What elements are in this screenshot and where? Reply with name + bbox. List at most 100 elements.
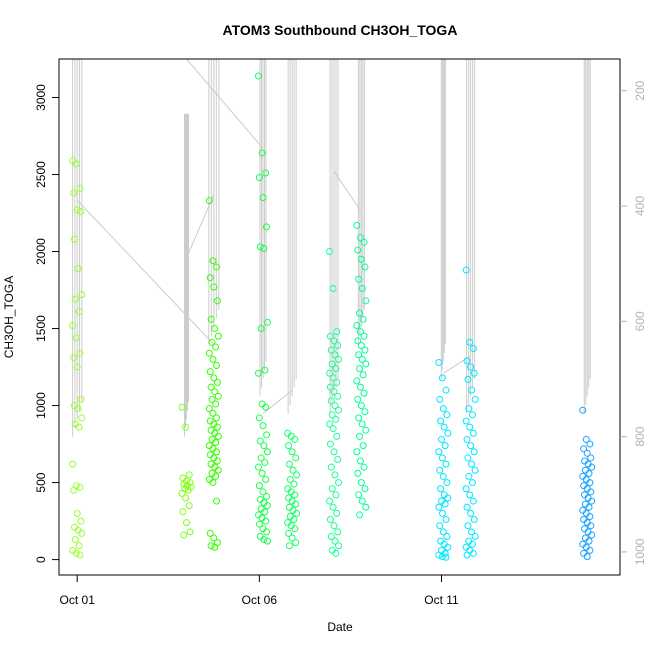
- data-point: [588, 531, 596, 539]
- data-point: [468, 528, 476, 536]
- pressure-transit-line: [186, 194, 215, 259]
- data-point: [255, 72, 262, 80]
- data-point: [354, 337, 362, 345]
- data-point: [356, 365, 364, 373]
- data-point: [71, 235, 79, 243]
- data-point: [261, 366, 269, 374]
- data-point: [358, 285, 366, 293]
- data-point: [360, 332, 368, 340]
- data-point: [362, 426, 370, 434]
- data-point: [436, 395, 444, 403]
- data-point: [331, 537, 339, 545]
- data-point: [442, 553, 450, 561]
- data-point: [70, 189, 78, 197]
- data-point: [256, 437, 264, 445]
- data-point: [288, 534, 296, 542]
- data-point: [329, 425, 337, 433]
- data-point: [437, 485, 445, 493]
- data-point: [73, 206, 81, 214]
- data-point: [178, 403, 186, 411]
- data-point: [464, 454, 472, 462]
- data-point: [263, 431, 271, 439]
- data-point: [69, 460, 77, 468]
- data-point: [78, 529, 86, 537]
- data-point: [211, 388, 219, 396]
- data-point: [469, 497, 477, 505]
- data-point: [583, 449, 591, 457]
- data-point: [469, 429, 477, 437]
- data-point: [579, 406, 587, 414]
- x-axis-label: Date: [327, 620, 353, 634]
- data-point: [356, 309, 364, 317]
- data-point: [261, 459, 269, 467]
- data-point: [360, 389, 368, 397]
- data-point: [329, 374, 337, 382]
- data-point: [292, 454, 300, 462]
- data-point: [359, 371, 367, 379]
- data-point: [259, 488, 267, 496]
- data-point: [256, 243, 264, 251]
- data-point: [255, 482, 263, 490]
- data-point: [185, 471, 193, 479]
- data-point: [463, 357, 471, 365]
- data-point: [213, 457, 221, 465]
- data-point: [186, 528, 194, 536]
- data-point: [293, 471, 301, 479]
- data-point: [355, 275, 363, 283]
- data-point: [441, 500, 449, 508]
- y-right-tick-label: 600: [633, 311, 647, 331]
- y-right-tick-label: 400: [633, 196, 647, 216]
- pressure-transit-line: [443, 355, 471, 374]
- data-point: [264, 537, 271, 545]
- data-point: [326, 332, 334, 340]
- data-point: [213, 297, 221, 305]
- data-point: [329, 503, 337, 511]
- data-point: [207, 315, 215, 323]
- data-point: [331, 402, 339, 410]
- data-point: [77, 517, 85, 525]
- data-point: [263, 223, 271, 231]
- x-tick-label: Oct 11: [424, 593, 459, 607]
- data-point: [69, 321, 77, 329]
- data-point: [258, 469, 266, 477]
- y-axis-left: 0 500 1000 1500 2000 2500 3000: [34, 84, 59, 563]
- data-point: [361, 408, 369, 416]
- data-point: [442, 516, 450, 524]
- data-point: [361, 485, 369, 493]
- data-point: [73, 363, 81, 371]
- data-point: [77, 395, 85, 403]
- data-point: [353, 377, 361, 385]
- data-point: [213, 362, 221, 370]
- x-axis: Oct 01 Oct 06 Oct 11: [60, 575, 459, 607]
- data-point: [72, 549, 80, 557]
- data-point: [213, 448, 221, 456]
- y-axis-right: 200 400 600 800 1000: [620, 80, 647, 565]
- data-point: [436, 522, 444, 530]
- data-point: [468, 411, 476, 419]
- data-point: [362, 297, 370, 305]
- data-point: [72, 160, 80, 168]
- data-point: [78, 291, 86, 299]
- data-point: [257, 325, 265, 333]
- data-point: [328, 485, 336, 493]
- data-point: [335, 542, 343, 550]
- data-point: [356, 234, 364, 242]
- data-point: [444, 543, 452, 551]
- data-point: [435, 503, 443, 511]
- data-point: [332, 365, 340, 373]
- data-point: [264, 448, 271, 456]
- data-point: [357, 402, 365, 410]
- data-point: [293, 509, 301, 517]
- data-point: [206, 274, 214, 282]
- data-point: [255, 463, 262, 471]
- data-point: [75, 308, 83, 316]
- data-point: [326, 516, 334, 524]
- data-point: [332, 491, 340, 499]
- data-point: [179, 508, 187, 516]
- data-point: [464, 375, 472, 383]
- data-point: [469, 345, 477, 353]
- data-point: [75, 542, 83, 550]
- data-point: [436, 466, 444, 474]
- data-point: [75, 423, 83, 431]
- data-point: [264, 502, 271, 510]
